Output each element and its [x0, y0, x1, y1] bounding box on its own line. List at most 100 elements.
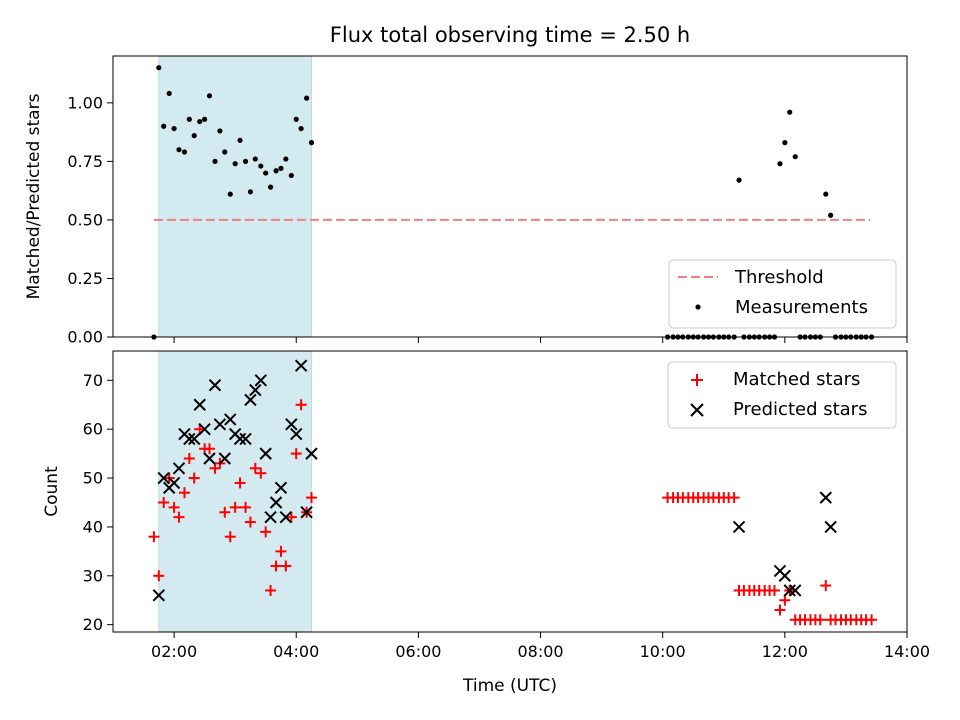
- y-tick-label: 50: [83, 469, 103, 488]
- matched-star-marker: [285, 511, 297, 523]
- top-y-axis-label: Matched/Predicted stars: [24, 93, 44, 299]
- matched-star-marker: [275, 545, 287, 557]
- matched-star-marker: [280, 560, 292, 572]
- measurement-point: [181, 149, 188, 155]
- measurement-point: [242, 158, 249, 164]
- top-axes-frame: [112, 55, 908, 338]
- measurement-point: [161, 123, 167, 129]
- measurement-point: [202, 116, 208, 122]
- predicted-star-marker: [264, 510, 277, 524]
- predicted-star-marker: [294, 359, 308, 372]
- measurement-point: [823, 191, 829, 197]
- measurement-point: [278, 165, 284, 171]
- x-axis-label: Time (UTC): [462, 676, 557, 696]
- measurement-point: [247, 189, 254, 195]
- bottom-axes-frame: [112, 350, 908, 633]
- predicted-star-marker: [269, 496, 283, 509]
- measurement-point: [308, 140, 315, 146]
- matched-star-marker: [188, 472, 200, 484]
- matched-star-marker: [249, 462, 261, 474]
- matched-star-marker: [173, 511, 185, 523]
- matched-star-marker: [820, 580, 832, 592]
- y-tick-label: 70: [83, 371, 103, 390]
- x-tick-label: 12:00: [762, 642, 808, 661]
- matched-star-marker: [295, 399, 307, 411]
- measurement-point: [197, 118, 203, 125]
- matched-star-marker: [229, 501, 241, 513]
- predicted-star-marker: [300, 506, 313, 519]
- matched-star-marker: [814, 614, 826, 626]
- measurement-point: [792, 154, 798, 160]
- predicted-star-marker: [819, 491, 832, 504]
- predicted-star-marker: [259, 447, 272, 460]
- top-y-ticks: 0.00 0.25 0.50 0.75 1.00: [67, 93, 113, 347]
- predicted-star-marker: [254, 374, 268, 387]
- bottom-y-axis-label: Count: [42, 466, 62, 517]
- bottom-shaded-interval: [158, 350, 312, 633]
- predicted-star-marker: [824, 520, 837, 534]
- matched-star-marker: [240, 501, 252, 513]
- predicted-star-marker: [732, 520, 746, 534]
- measurement-point: [156, 65, 162, 71]
- predicted-star-marker: [239, 432, 252, 446]
- measurement-point: [217, 128, 223, 134]
- bottom-legend-box: [667, 361, 897, 429]
- measurement-point: [166, 90, 172, 97]
- measurement-point: [191, 133, 197, 139]
- y-tick-label: 0.50: [67, 210, 103, 229]
- predicted-star-marker: [183, 432, 196, 446]
- y-tick-label: 60: [83, 420, 103, 439]
- legend-matched-label: Matched stars: [733, 369, 860, 390]
- predicted-star-marker: [167, 476, 181, 490]
- predicted-star-marker: [249, 383, 262, 397]
- predicted-star-marker: [152, 589, 166, 602]
- x-tick-label: 10:00: [640, 642, 686, 661]
- y-tick-label: 1.00: [67, 93, 103, 112]
- legend-threshold-label: Threshold: [734, 267, 824, 288]
- top-legend-box: [668, 259, 897, 329]
- predicted-star-marker: [193, 398, 206, 411]
- x-tick-label: 04:00: [273, 642, 319, 661]
- measurement-point: [736, 177, 742, 183]
- measurement-point: [293, 116, 299, 122]
- matched-star-marker: [158, 496, 170, 508]
- matched-star-marker: [234, 477, 246, 489]
- matched-star-marker: [270, 560, 282, 572]
- predicted-star-marker: [279, 510, 293, 524]
- matched-star-marker: [290, 448, 302, 460]
- x-tick-label: 14:00: [884, 642, 930, 661]
- matched-star-marker: [728, 492, 740, 504]
- y-tick-label: 0.25: [67, 269, 103, 288]
- measurement-point: [227, 191, 233, 197]
- measurement-point: [252, 156, 258, 162]
- predicted-star-marker: [778, 569, 792, 583]
- measurement-point: [176, 147, 182, 153]
- predicted-star-markers: [152, 359, 837, 602]
- matched-star-marker: [866, 614, 878, 626]
- predicted-star-marker: [188, 432, 201, 446]
- measurement-point: [237, 137, 243, 143]
- legend-predicted-swatch: [690, 403, 704, 417]
- matched-star-marker: [168, 501, 180, 513]
- measurement-point: [186, 116, 192, 122]
- matched-star-marker: [768, 584, 780, 596]
- matched-star-marker: [260, 526, 272, 538]
- legend-predicted-label: Predicted stars: [733, 399, 867, 420]
- matched-star-marker: [153, 570, 165, 582]
- matched-star-marker: [209, 462, 221, 474]
- predicted-star-marker: [290, 427, 303, 441]
- predicted-star-marker: [274, 481, 288, 495]
- y-tick-label: 30: [83, 566, 103, 585]
- y-tick-label: 0.00: [67, 328, 103, 347]
- legend-measurements-label: Measurements: [735, 297, 868, 318]
- predicted-star-marker: [233, 432, 247, 446]
- measurement-point: [283, 156, 289, 162]
- predicted-star-marker: [218, 452, 231, 465]
- matched-star-marker: [148, 531, 160, 543]
- top-shaded-interval: [158, 55, 312, 338]
- measurement-point: [258, 163, 264, 169]
- matched-star-marker: [255, 467, 267, 479]
- matched-star-marker: [178, 487, 190, 499]
